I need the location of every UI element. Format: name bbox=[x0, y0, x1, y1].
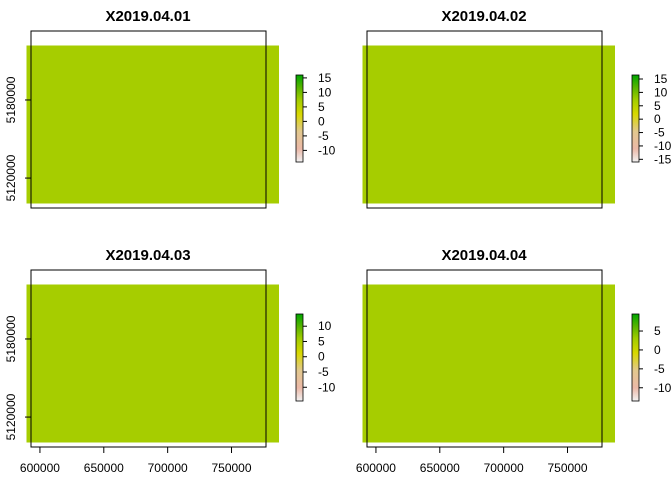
panel-4: X2019.04.04 600000 650000 700000 750000 5 0 -5 -… bbox=[356, 247, 672, 475]
legend-tick-label: 0 bbox=[654, 343, 661, 357]
legend-tick-label: -5 bbox=[654, 362, 665, 376]
x-tick-label: 600000 bbox=[356, 461, 396, 475]
raster-image bbox=[374, 292, 603, 435]
x-tick-label: 700000 bbox=[484, 461, 524, 475]
plot-frame bbox=[366, 269, 603, 448]
x-tick-label: 750000 bbox=[547, 461, 587, 475]
legend-colorbar bbox=[631, 313, 640, 402]
terrain-raster bbox=[374, 292, 603, 435]
panel-title: X2019.04.04 bbox=[441, 247, 527, 264]
legend-tick-label: -10 bbox=[654, 381, 672, 395]
x-tick-label: 650000 bbox=[420, 461, 460, 475]
legend-tick-label: 5 bbox=[654, 324, 661, 338]
